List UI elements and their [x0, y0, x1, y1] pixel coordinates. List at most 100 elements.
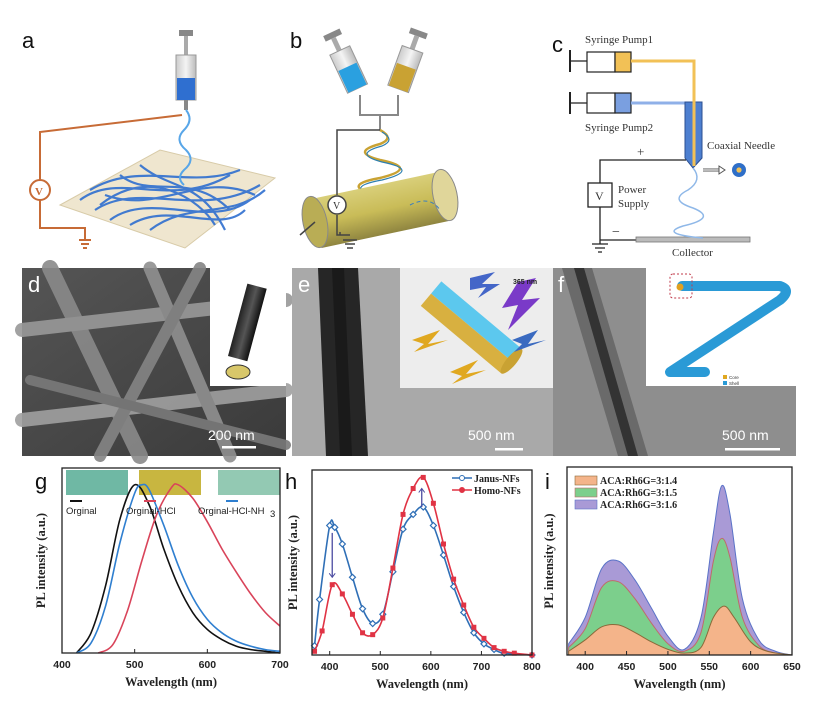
line-series-orginal-hcl	[97, 483, 281, 654]
panel-c: c Syringe Pump1 Syringe Pump2 Coaxial Ne…	[552, 32, 775, 259]
color-swatch-orginal-hcl	[139, 470, 201, 495]
jet-fiber	[178, 109, 192, 186]
data-point-homo-nfs	[430, 500, 436, 506]
data-point-homo-nfs	[440, 541, 446, 547]
data-point-homo-nfs	[370, 632, 376, 638]
data-point-homo-nfs	[390, 565, 396, 571]
data-point-homo-nfs	[451, 576, 457, 582]
data-point-homo-nfs	[380, 615, 386, 621]
x-tick-label: 450	[618, 661, 636, 673]
y-axis-label: PL intensity (a.u.)	[34, 513, 48, 608]
voltage-source-icon	[29, 179, 51, 201]
panel-e: 365 nm e 500 nm	[292, 268, 553, 456]
data-point-homo-nfs	[410, 486, 416, 491]
arrow-icon	[718, 165, 726, 175]
syringe-yellow-icon	[387, 27, 428, 94]
panel-label-b: b	[290, 28, 302, 53]
syringe-icon	[175, 30, 197, 110]
legend-swatch	[574, 499, 598, 510]
circuit-wire	[39, 114, 183, 240]
annotation-arrowhead	[418, 487, 426, 493]
legend-label: Janus-NFs	[474, 474, 520, 485]
data-point-homo-nfs	[420, 474, 426, 480]
line-series-homo-nfs	[313, 476, 533, 656]
data-point-janus-nfs	[409, 510, 417, 519]
power-supply-icon	[587, 182, 613, 208]
x-axis-label: Wavelength (nm)	[376, 677, 468, 691]
data-point-homo-nfs	[511, 650, 517, 656]
collector-plate	[635, 236, 751, 243]
supply-label: Supply	[618, 198, 650, 210]
panel-label-d: d	[28, 272, 40, 297]
panel-d: d 200 nm	[15, 260, 293, 464]
voltage-symbol: V	[595, 189, 604, 203]
data-point-homo-nfs	[339, 591, 345, 597]
chart-h: h 400 500 600 700 800 Wavelength (nm) PL inten…	[285, 469, 541, 691]
x-tick-label: 600	[199, 659, 217, 671]
x-tick-label: 400	[53, 659, 71, 671]
annotation-arrowhead	[328, 573, 336, 579]
uv-bolt-icon	[502, 278, 540, 330]
plot-frame	[566, 466, 793, 656]
legend-label: ACA:Rh6G=3:1.4	[600, 476, 677, 487]
x-tick-label: 600	[422, 661, 440, 673]
legend-marker	[459, 475, 465, 481]
legend-shell: Shell	[729, 381, 739, 386]
ground-icon	[343, 239, 357, 249]
plot-frame	[61, 467, 281, 654]
panel-b: b V	[290, 27, 459, 249]
circuit-wire	[599, 159, 686, 244]
emission-bolt-icon	[412, 330, 448, 352]
x-tick-label: 500	[372, 661, 390, 673]
x-tick-label: 700	[271, 659, 289, 671]
legend-label: ACA:Rh6G=3:1.5	[600, 488, 677, 499]
data-point-janus-nfs	[429, 521, 438, 530]
emission-bolt-icon	[512, 330, 546, 352]
x-axis-label: Wavelength (nm)	[125, 675, 217, 689]
collector-mat	[58, 149, 277, 249]
data-point-janus-nfs	[368, 619, 377, 628]
scale-bar	[222, 446, 256, 449]
scale-bar-label: 500 nm	[468, 427, 515, 443]
legend-label-subscript: 3	[270, 509, 275, 520]
legend-label: ACA:Rh6G=3:1.6	[600, 500, 677, 511]
x-tick-label: 800	[523, 661, 541, 673]
panel-label-g: g	[35, 469, 47, 494]
x-axis-label: Wavelength (nm)	[633, 677, 725, 691]
x-tick-label: 400	[576, 661, 594, 673]
voltage-symbol: V	[333, 201, 341, 212]
highlight-box	[669, 273, 693, 299]
data-point-janus-nfs	[469, 628, 478, 637]
panel-label-f: f	[558, 272, 565, 297]
legend-swatch	[574, 487, 598, 498]
x-tick-label: 500	[659, 661, 677, 673]
panel-label-h: h	[285, 469, 297, 494]
legend-label: Orginal-HCl-NH	[198, 506, 265, 517]
data-point-homo-nfs	[501, 648, 507, 654]
x-tick-label: 650	[783, 661, 801, 673]
data-point-janus-nfs	[480, 640, 488, 648]
panel-f: Core Shell f 500 nm	[553, 268, 796, 456]
voltage-symbol: V	[35, 186, 43, 198]
data-point-janus-nfs	[325, 521, 334, 530]
chart-i: i 400 450 500 550 600 650 Wavelength (nm) PL in…	[542, 466, 801, 691]
color-swatch-orginal	[66, 470, 128, 495]
chart-g: g 400 500 600 700 Wavelength (nm) PL intensit…	[34, 467, 289, 689]
panel-label-c: c	[552, 32, 563, 57]
legend-label: Homo-NFs	[474, 486, 521, 497]
x-tick-label: 400	[321, 661, 339, 673]
ground-icon	[79, 239, 91, 249]
data-point-homo-nfs	[329, 582, 335, 588]
data-point-homo-nfs	[471, 624, 477, 630]
excitation-label: 365 nm	[513, 279, 537, 286]
panel-label-a: a	[22, 28, 35, 53]
legend-marker	[459, 487, 465, 493]
y-axis-label: PL intensity (a.u.)	[542, 513, 556, 608]
syringe-pump1-label: Syringe Pump1	[585, 34, 653, 46]
emission-bolt-icon	[450, 360, 486, 384]
x-tick-label: 700	[473, 661, 491, 673]
data-point-janus-nfs	[358, 604, 367, 613]
legend-label: Orginal	[66, 506, 97, 517]
line-series-janus-nfs	[313, 505, 533, 656]
